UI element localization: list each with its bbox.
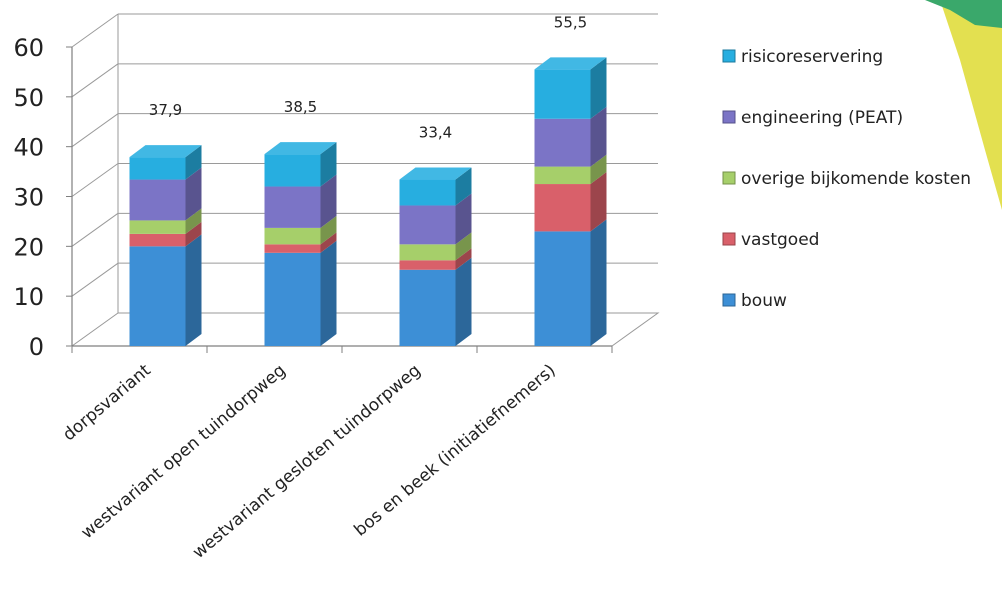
bar-segment — [129, 233, 186, 247]
bar-segment-side — [185, 234, 202, 346]
bar-top — [129, 145, 202, 158]
y-tick-label: 50 — [13, 84, 44, 112]
bar-segment-side — [320, 142, 337, 187]
x-category-label: dorpsvariant — [59, 360, 155, 445]
bar-segment — [129, 246, 186, 346]
bar-segment-side — [185, 145, 202, 180]
bar-segment — [399, 179, 456, 206]
gridline-side — [71, 163, 119, 197]
chart-bars — [129, 57, 607, 346]
gridline-side — [71, 212, 119, 247]
y-tick-label: 20 — [13, 233, 44, 261]
bar-group — [129, 145, 202, 346]
bar-segment — [534, 184, 591, 232]
legend-label: engineering (PEAT) — [741, 108, 903, 128]
gridline-side — [71, 63, 119, 98]
bar-group — [399, 167, 472, 346]
bar-group — [534, 57, 607, 346]
legend-swatch — [722, 232, 736, 246]
bar-segment-side — [185, 167, 202, 221]
bar-segment-side — [590, 219, 607, 346]
bar-segment — [129, 157, 186, 180]
chart-legend: risicoreservering engineering (PEAT) overi… — [722, 47, 971, 311]
bar-segment-side — [590, 154, 607, 185]
bar-top — [264, 142, 337, 155]
bar-segment — [399, 260, 456, 270]
y-tick-label: 0 — [29, 333, 44, 361]
bar-total-label: 38,5 — [284, 98, 317, 116]
legend-swatch — [722, 171, 736, 185]
bar-segment — [399, 205, 456, 245]
gridline-side — [71, 262, 119, 297]
bar-group — [264, 142, 337, 346]
bar-segment-side — [455, 232, 472, 261]
bar-segment-side — [320, 232, 337, 253]
legend-label: risicoreservering — [741, 47, 883, 67]
bar-segment-side — [455, 248, 472, 270]
corner-decoration — [925, 0, 1002, 210]
bar-segment — [534, 118, 591, 167]
corner-decoration-yellow — [940, 0, 1002, 210]
bar-top — [534, 57, 607, 70]
bar-segment-side — [185, 208, 202, 234]
bar-total-label: 33,4 — [419, 124, 452, 142]
bar-segment — [264, 252, 321, 346]
x-category-label: westvariant gesloten tuindorpweg — [189, 361, 425, 563]
bar-total-label: 37,9 — [149, 101, 182, 119]
y-tick-label: 10 — [13, 283, 44, 311]
bar-segment — [534, 231, 591, 346]
y-tick-label: 30 — [13, 184, 44, 212]
y-tick-label: 40 — [13, 134, 44, 162]
bar-segment — [264, 154, 321, 187]
legend-swatch — [722, 49, 736, 63]
legend-label: vastgoed — [741, 230, 819, 250]
bar-segment-side — [185, 221, 202, 247]
bar-segment-side — [590, 57, 607, 119]
bar-segment — [264, 244, 321, 253]
bar-total-label: 55,5 — [554, 13, 587, 31]
bar-segment-side — [320, 174, 337, 228]
bar-segment — [399, 244, 456, 261]
bar-segment-side — [455, 257, 472, 346]
bar-top — [399, 167, 472, 180]
legend-label: overige bijkomende kosten — [741, 169, 971, 189]
corner-decoration-green — [925, 0, 1002, 28]
bar-segment-side — [320, 215, 337, 245]
legend-swatch — [722, 110, 736, 124]
bar-segment — [129, 179, 186, 221]
bar-segment — [534, 69, 591, 119]
bar-segment — [129, 220, 186, 234]
bar-segment-side — [590, 106, 607, 167]
legend-swatch — [722, 293, 736, 307]
bar-segment — [264, 186, 321, 228]
y-tick-label: 60 — [13, 34, 44, 62]
bar-segment — [399, 269, 456, 346]
bar-segment-side — [455, 193, 472, 245]
gridline-side — [71, 13, 119, 48]
bar-segment-side — [455, 167, 472, 206]
gridline-side — [71, 113, 119, 148]
bar-segment-side — [320, 240, 337, 346]
legend-label: bouw — [741, 291, 787, 311]
bar-segment-side — [590, 172, 607, 232]
bar-segment — [264, 227, 321, 245]
bar-segment — [534, 166, 591, 185]
